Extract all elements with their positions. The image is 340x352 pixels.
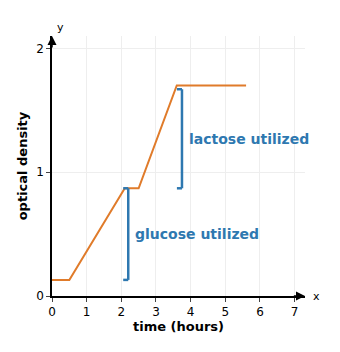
svg-text:1: 1 xyxy=(36,165,44,179)
svg-text:4: 4 xyxy=(187,305,195,319)
svg-text:y: y xyxy=(57,21,64,34)
svg-text:2: 2 xyxy=(117,305,125,319)
svg-text:x: x xyxy=(313,290,320,303)
svg-text:2: 2 xyxy=(36,42,44,56)
svg-text:7: 7 xyxy=(291,305,299,319)
svg-text:lactose utilized: lactose utilized xyxy=(189,131,309,147)
svg-text:5: 5 xyxy=(221,305,229,319)
svg-text:6: 6 xyxy=(256,305,264,319)
svg-text:3: 3 xyxy=(152,305,160,319)
svg-text:time (hours): time (hours) xyxy=(133,319,224,334)
svg-text:0: 0 xyxy=(48,305,56,319)
svg-text:glucose utilized: glucose utilized xyxy=(135,226,259,242)
svg-text:0: 0 xyxy=(36,289,44,303)
svg-text:1: 1 xyxy=(83,305,91,319)
svg-text:optical density: optical density xyxy=(15,111,30,220)
